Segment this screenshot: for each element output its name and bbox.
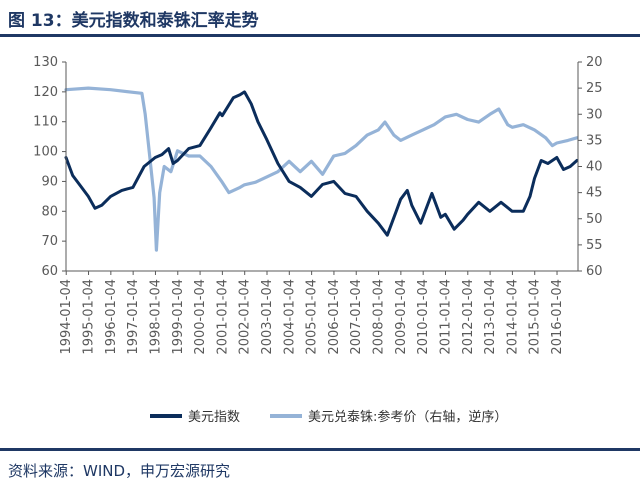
left-axis-tick-label: 130 [33,55,58,70]
right-axis-tick-label: 20 [586,55,603,70]
source-note: 资料来源：WIND，申万宏源研究 [8,462,231,480]
x-axis-tick-label: 2016-01-04 [550,279,565,355]
x-axis-tick-label: 2012-01-04 [461,279,476,355]
x-axis-tick-label: 2003-01-04 [260,279,275,355]
x-axis-tick-label: 1994-01-04 [59,279,74,355]
right-axis-tick-label: 40 [586,160,603,175]
x-axis-tick-label: 2008-01-04 [372,279,387,355]
x-axis-tick-label: 2009-01-04 [394,279,409,355]
x-axis-tick-label: 2007-01-04 [349,279,364,355]
legend-usd-index-label: 美元指数 [188,410,240,425]
left-axis-tick-label: 60 [41,264,58,279]
right-axis-tick-label: 60 [586,264,603,279]
left-axis-tick-label: 120 [33,85,58,100]
x-axis-tick-label: 1996-01-04 [104,279,119,355]
x-axis-tick-label: 2014-01-04 [505,279,520,355]
source-rule [0,448,640,451]
left-axis-tick-label: 90 [41,174,58,189]
right-axis-tick-label: 35 [586,133,603,148]
x-axis-tick-label: 2000-01-04 [193,279,208,355]
right-axis-tick-label: 30 [586,107,603,122]
right-axis-tick-label: 50 [586,212,603,227]
x-axis-tick-label: 1995-01-04 [82,279,97,355]
right-axis-tick-label: 25 [586,81,603,96]
x-axis-tick-label: 1997-01-04 [126,279,141,355]
right-axis-tick-label: 55 [586,238,603,253]
x-axis-tick-label: 2005-01-04 [305,279,320,355]
usd-thb-line [64,86,579,252]
x-axis-tick-label: 2004-01-04 [282,279,297,355]
left-axis-tick-label: 110 [33,115,58,130]
legend-usd-thb-label: 美元兑泰铢:参考价（右轴，逆序） [308,409,507,425]
chart-title: 图 13：美元指数和泰铢汇率走势 [8,11,259,31]
x-axis-tick-label: 2006-01-04 [327,279,342,355]
left-axis-tick-label: 80 [41,204,58,219]
x-axis-tick-label: 1999-01-04 [171,279,186,355]
x-axis-tick-label: 1998-01-04 [148,279,163,355]
x-axis-tick-label: 2015-01-04 [528,279,543,355]
x-axis-tick-label: 2001-01-04 [215,279,230,355]
right-axis-tick-label: 45 [586,186,603,201]
left-axis-tick-label: 70 [41,234,58,249]
x-axis-tick-label: 2011-01-04 [438,279,453,355]
title-rule [0,34,640,37]
usd-index-line [64,90,579,237]
x-axis-tick-label: 2002-01-04 [238,279,253,355]
x-axis-tick-label: 2013-01-04 [483,279,498,355]
left-axis-tick-label: 100 [33,145,58,160]
x-axis-tick-label: 2010-01-04 [416,279,431,355]
